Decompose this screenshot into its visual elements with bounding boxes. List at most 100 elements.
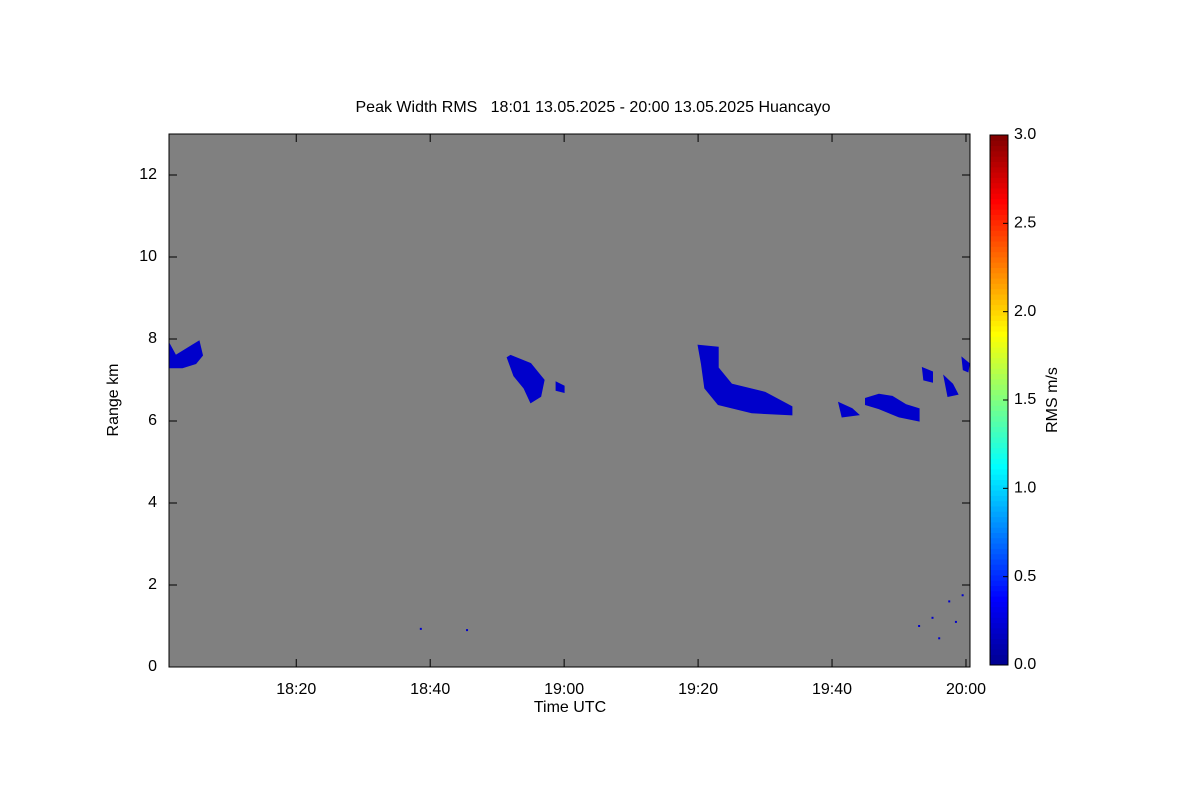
colorbar-swatch — [990, 320, 1008, 327]
echo — [697, 344, 793, 416]
echo-point — [931, 616, 934, 619]
colorbar-swatch — [990, 394, 1008, 401]
echo-point — [419, 627, 422, 630]
colorbar-swatch — [990, 299, 1008, 306]
colorbar-swatch — [990, 437, 1008, 443]
colorbar-swatch — [990, 315, 1008, 321]
colorbar-swatch — [990, 633, 1008, 639]
y-tick-label: 0 — [148, 658, 157, 675]
colorbar-tick-label: 1.0 — [1014, 480, 1036, 497]
colorbar-swatch — [990, 336, 1008, 343]
colorbar-tick-label: 3.0 — [1014, 126, 1036, 143]
y-axis-label: Range km — [105, 364, 122, 437]
colorbar-swatch — [990, 368, 1008, 374]
colorbar-swatch — [990, 617, 1008, 624]
echo — [961, 356, 970, 373]
colorbar-swatch — [990, 161, 1008, 168]
colorbar-label: RMS m/s — [1044, 367, 1061, 433]
colorbar-swatch — [990, 135, 1008, 141]
colorbar-swatch — [990, 474, 1008, 480]
colorbar-swatch — [990, 384, 1008, 390]
colorbar-swatch — [990, 426, 1008, 433]
echo-point — [938, 637, 941, 640]
plot-background — [169, 134, 970, 667]
colorbar-swatch — [990, 283, 1008, 290]
colorbar-swatch — [990, 606, 1008, 613]
colorbar-swatch — [990, 659, 1008, 666]
colorbar-swatch — [990, 527, 1008, 533]
colorbar-swatch — [990, 251, 1008, 258]
colorbar-swatch — [990, 484, 1008, 491]
colorbar-swatch — [990, 553, 1008, 560]
colorbar-swatch — [990, 230, 1008, 237]
colorbar-swatch — [990, 543, 1008, 549]
colorbar-swatch — [990, 453, 1008, 459]
y-tick-label: 8 — [148, 330, 157, 347]
colorbar-swatch — [990, 537, 1008, 544]
colorbar-swatch — [990, 256, 1008, 263]
colorbar-swatch — [990, 638, 1008, 645]
colorbar-swatch — [990, 389, 1008, 396]
colorbar-swatch — [990, 214, 1008, 221]
colorbar-swatch — [990, 352, 1008, 359]
colorbar-tick-label: 0.0 — [1014, 656, 1036, 673]
x-tick-label: 19:00 — [544, 681, 584, 698]
colorbar-swatch — [990, 156, 1008, 162]
echo — [943, 374, 959, 397]
y-tick-label: 6 — [148, 412, 157, 429]
colorbar-tick-label: 2.5 — [1014, 215, 1036, 232]
colorbar-swatch — [990, 511, 1008, 518]
x-tick-label: 19:40 — [812, 681, 852, 698]
colorbar-swatch — [990, 182, 1008, 189]
colorbar-swatch — [990, 209, 1008, 215]
x-tick-label: 20:00 — [946, 681, 986, 698]
y-tick-label: 10 — [139, 248, 157, 265]
y-tick-label: 2 — [148, 576, 157, 593]
colorbar-swatch — [990, 373, 1008, 380]
echo-point — [954, 620, 957, 623]
colorbar-swatch — [990, 278, 1008, 284]
colorbar-swatch — [990, 246, 1008, 253]
colorbar-swatch — [990, 272, 1008, 279]
plot-frame — [168, 133, 971, 668]
colorbar-swatch — [990, 479, 1008, 486]
colorbar-swatch — [990, 447, 1008, 454]
colorbar-swatch — [990, 193, 1008, 200]
colorbar-swatch — [990, 325, 1008, 332]
echo — [555, 381, 565, 393]
echo-point — [918, 625, 921, 627]
colorbar-swatch — [990, 341, 1008, 348]
x-tick-label: 18:40 — [410, 681, 450, 698]
colorbar-swatch — [990, 627, 1008, 634]
colorbar-swatch — [990, 241, 1008, 247]
echo — [168, 340, 204, 369]
colorbar-swatch — [990, 574, 1008, 581]
colorbar-swatch — [990, 564, 1008, 571]
colorbar-swatch — [990, 294, 1008, 300]
echo-point — [948, 600, 951, 603]
echo — [506, 354, 545, 404]
colorbar-swatch — [990, 145, 1008, 152]
chart-title: Peak Width RMS 18:01 13.05.2025 - 20:00 … — [356, 99, 831, 116]
echo-point — [961, 594, 964, 597]
colorbar-swatch — [990, 357, 1008, 364]
colorbar-swatch — [990, 495, 1008, 502]
colorbar-swatch — [990, 415, 1008, 422]
colorbar-swatch — [990, 463, 1008, 470]
colorbar-swatch — [990, 442, 1008, 449]
colorbar-tick-label: 2.0 — [1014, 303, 1036, 320]
colorbar-swatch — [990, 172, 1008, 178]
colorbar-swatch — [990, 378, 1008, 385]
echo — [865, 393, 920, 422]
colorbar-swatch — [990, 654, 1008, 661]
colorbar-swatch — [990, 400, 1008, 406]
colorbar-swatch — [990, 506, 1008, 512]
colorbar-swatch — [990, 331, 1008, 337]
colorbar-swatch — [990, 405, 1008, 412]
colorbar-swatch — [990, 622, 1008, 629]
colorbar-swatch — [990, 262, 1008, 268]
colorbar-swatch — [990, 166, 1008, 173]
colorbar-swatch — [990, 649, 1008, 655]
colorbar-swatch — [990, 516, 1008, 523]
